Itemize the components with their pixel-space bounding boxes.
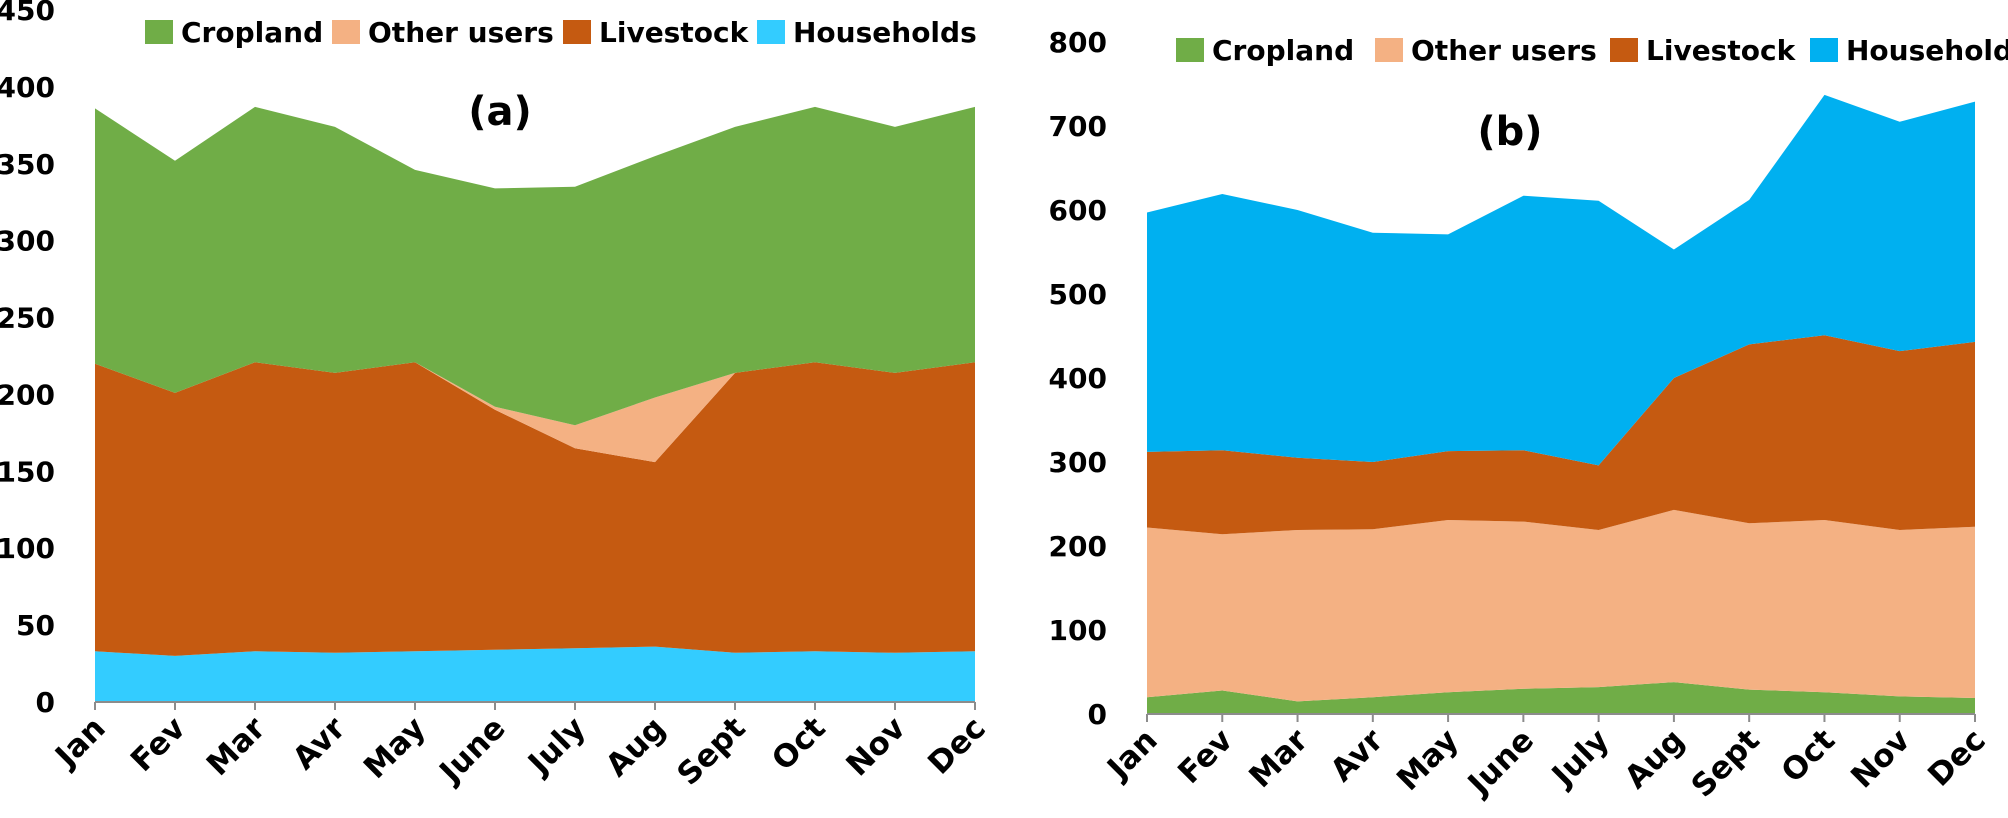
y-tick-label: 100 bbox=[0, 532, 55, 565]
legend-label-households: Households bbox=[793, 16, 977, 49]
legend-swatch-households bbox=[1810, 38, 1838, 62]
legend-swatch-cropland bbox=[145, 20, 173, 44]
legend: Cropland Other users Livestock Households bbox=[145, 16, 977, 49]
legend-swatch-livestock bbox=[1610, 38, 1638, 62]
y-tick-label: 50 bbox=[16, 609, 55, 642]
y-tick-label: 200 bbox=[0, 378, 55, 411]
x-tick-label: Mar bbox=[1242, 722, 1315, 795]
y-tick-label: 350 bbox=[0, 148, 55, 181]
legend-label-other-users: Other users bbox=[1411, 34, 1597, 67]
x-tick-label: Avr bbox=[286, 710, 353, 777]
y-tick-label: 800 bbox=[1049, 26, 1107, 59]
y-tick-label: 200 bbox=[1049, 530, 1107, 563]
x-tick-label: Jan bbox=[1099, 722, 1164, 787]
x-tick-label: Sept bbox=[1685, 722, 1767, 804]
x-tick-label: May bbox=[1390, 722, 1466, 798]
legend-swatch-households bbox=[757, 20, 785, 44]
y-tick-label: 600 bbox=[1049, 194, 1107, 227]
y-tick-label: 150 bbox=[0, 455, 55, 488]
area-series-group bbox=[95, 106, 975, 702]
legend-label-cropland: Cropland bbox=[1212, 34, 1354, 67]
legend-label-cropland: Cropland bbox=[181, 16, 323, 49]
y-tick-label: 0 bbox=[36, 686, 55, 719]
y-tick-label: 700 bbox=[1049, 110, 1107, 143]
legend-label-households: Households bbox=[1846, 34, 2008, 67]
x-tick-label: July bbox=[1544, 722, 1616, 794]
legend-label-other-users: Other users bbox=[368, 16, 554, 49]
area-households bbox=[95, 646, 975, 702]
x-tick-label: June bbox=[432, 710, 513, 791]
panel-label: (b) bbox=[1477, 109, 1542, 155]
x-tick-label: June bbox=[1460, 722, 1541, 803]
y-tick-label: 450 bbox=[0, 0, 55, 27]
y-tick-label: 400 bbox=[1049, 362, 1107, 395]
chart-panel-a: 0 50 100 150 200 250 300 350 400 450 Jan Fev Mar Avr M… bbox=[0, 0, 993, 792]
x-tick-label: Fev bbox=[1171, 722, 1240, 791]
x-tick-label: May bbox=[357, 710, 433, 786]
area-livestock bbox=[1147, 335, 1975, 535]
x-tick-label: Nov bbox=[840, 710, 913, 783]
x-tick-label: Aug bbox=[599, 710, 673, 784]
x-tick-label: Jan bbox=[47, 710, 112, 775]
legend-label-livestock: Livestock bbox=[599, 16, 750, 49]
area-households bbox=[1147, 94, 1975, 466]
y-tick-label: 300 bbox=[0, 225, 55, 258]
chart-panel-b: 0 100 200 300 400 500 600 700 800 Jan Fev Mar Avr May… bbox=[1049, 26, 2008, 804]
area-series-group bbox=[1147, 94, 1975, 714]
legend: Cropland Other users Livestock Households bbox=[1176, 34, 2008, 67]
x-tick-label: Nov bbox=[1844, 722, 1917, 795]
legend-swatch-cropland bbox=[1176, 38, 1204, 62]
x-tick-label: Dec bbox=[1921, 722, 1993, 794]
x-tick-label: Avr bbox=[1324, 722, 1391, 789]
x-tick-label: Oct bbox=[1775, 722, 1843, 790]
area-livestock bbox=[95, 362, 975, 656]
x-tick-label: Aug bbox=[1618, 722, 1692, 796]
area-cropland bbox=[1147, 682, 1975, 714]
x-tick-label: Mar bbox=[200, 710, 273, 783]
x-tick-label: Oct bbox=[765, 710, 833, 778]
legend-swatch-other-users bbox=[1375, 38, 1403, 62]
area-cropland bbox=[95, 106, 975, 426]
y-tick-label: 0 bbox=[1088, 698, 1107, 731]
legend-label-livestock: Livestock bbox=[1646, 34, 1797, 67]
y-tick-label: 500 bbox=[1049, 278, 1107, 311]
x-tick-label: Sept bbox=[670, 710, 752, 792]
x-tick-label: Fev bbox=[124, 710, 193, 779]
x-tick-label: July bbox=[520, 710, 592, 782]
y-tick-label: 400 bbox=[0, 71, 55, 104]
y-tick-label: 300 bbox=[1049, 446, 1107, 479]
y-tick-label: 100 bbox=[1049, 614, 1107, 647]
legend-swatch-other-users bbox=[332, 20, 360, 44]
x-tick-label: Dec bbox=[921, 710, 993, 782]
area-other-users bbox=[1147, 509, 1975, 702]
legend-swatch-livestock bbox=[563, 20, 591, 44]
panel-label: (a) bbox=[468, 89, 532, 135]
y-tick-label: 250 bbox=[0, 302, 55, 335]
